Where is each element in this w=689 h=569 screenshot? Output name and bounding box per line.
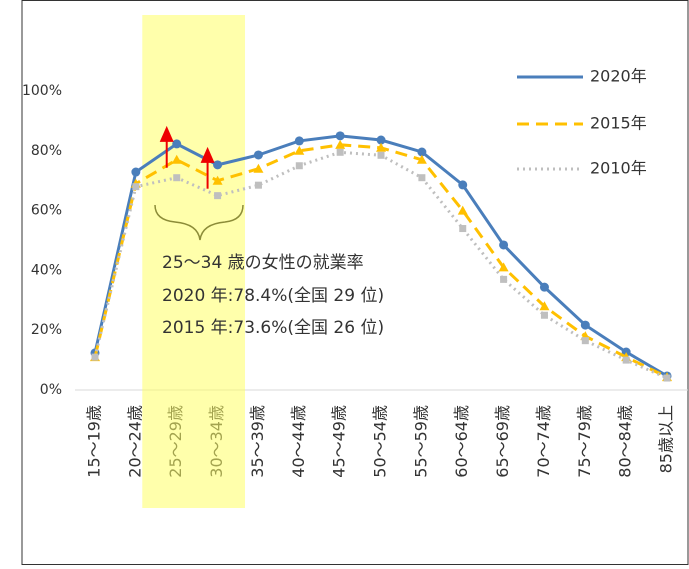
point: [253, 163, 264, 173]
point: [213, 160, 223, 170]
point: [171, 154, 182, 164]
x-tick-label: 70～74歳: [534, 405, 553, 478]
point: [294, 145, 305, 155]
point: [539, 282, 549, 292]
point: [418, 174, 426, 182]
point: [417, 147, 427, 157]
x-tick-label: 40～44歳: [289, 405, 308, 478]
point: [294, 136, 304, 146]
y-tick-label: 60%: [31, 203, 62, 219]
point: [377, 151, 385, 159]
point: [132, 183, 140, 191]
legend-label: 2020年: [590, 67, 647, 86]
arrow-head: [159, 125, 174, 142]
x-tick-label: 75～79歳: [575, 405, 594, 478]
x-tick-label: 65～69歳: [493, 405, 512, 478]
annotation: 2020 年:78.4%(全国 29 位): [162, 286, 384, 306]
point: [214, 192, 222, 200]
point: [622, 356, 630, 364]
legend-label: 2015年: [590, 114, 647, 133]
point: [458, 180, 468, 190]
y-tick-label: 100%: [22, 83, 62, 99]
point: [253, 150, 263, 160]
point: [498, 262, 509, 272]
x-tick-label: 35～39歳: [248, 405, 267, 478]
x-tick-label: 50～54歳: [371, 405, 390, 478]
x-tick-label: 45～49歳: [330, 405, 349, 478]
point: [499, 240, 509, 250]
chart-frame: [21, 0, 689, 565]
x-tick-label: 15～19歳: [85, 405, 104, 478]
point: [540, 311, 548, 319]
y-tick-label: 40%: [31, 262, 62, 278]
point: [172, 139, 182, 149]
point: [336, 148, 344, 156]
point: [457, 205, 468, 215]
point: [459, 225, 467, 233]
point: [581, 337, 589, 345]
point: [91, 353, 99, 361]
highlight-band: [142, 15, 246, 508]
x-tick-label: 80～84歳: [616, 405, 635, 478]
point: [254, 181, 262, 189]
x-tick-label: 85歳以上: [657, 405, 676, 473]
legend-label: 2010年: [590, 159, 647, 178]
x-tick-label: 20～24歳: [125, 405, 144, 478]
x-tick-label: 55～59歳: [411, 405, 430, 478]
annotation: 2015 年:73.6%(全国 26 位): [162, 318, 384, 338]
point: [173, 174, 181, 182]
point: [663, 374, 671, 382]
arrow-head: [200, 146, 215, 163]
point: [376, 142, 387, 152]
point: [539, 301, 550, 311]
y-tick-label: 80%: [31, 143, 62, 159]
point: [376, 135, 386, 145]
x-tick-label: 60～64歳: [452, 405, 471, 478]
point: [212, 175, 223, 185]
point: [295, 162, 303, 170]
point: [416, 154, 427, 164]
point: [335, 139, 346, 149]
y-tick-label: 20%: [31, 322, 62, 338]
y-tick-label: 0%: [40, 382, 62, 398]
annotation: 25～34 歳の女性の就業率: [162, 253, 364, 273]
point: [580, 320, 590, 330]
point: [500, 275, 508, 283]
point: [335, 131, 345, 141]
point: [131, 167, 141, 177]
